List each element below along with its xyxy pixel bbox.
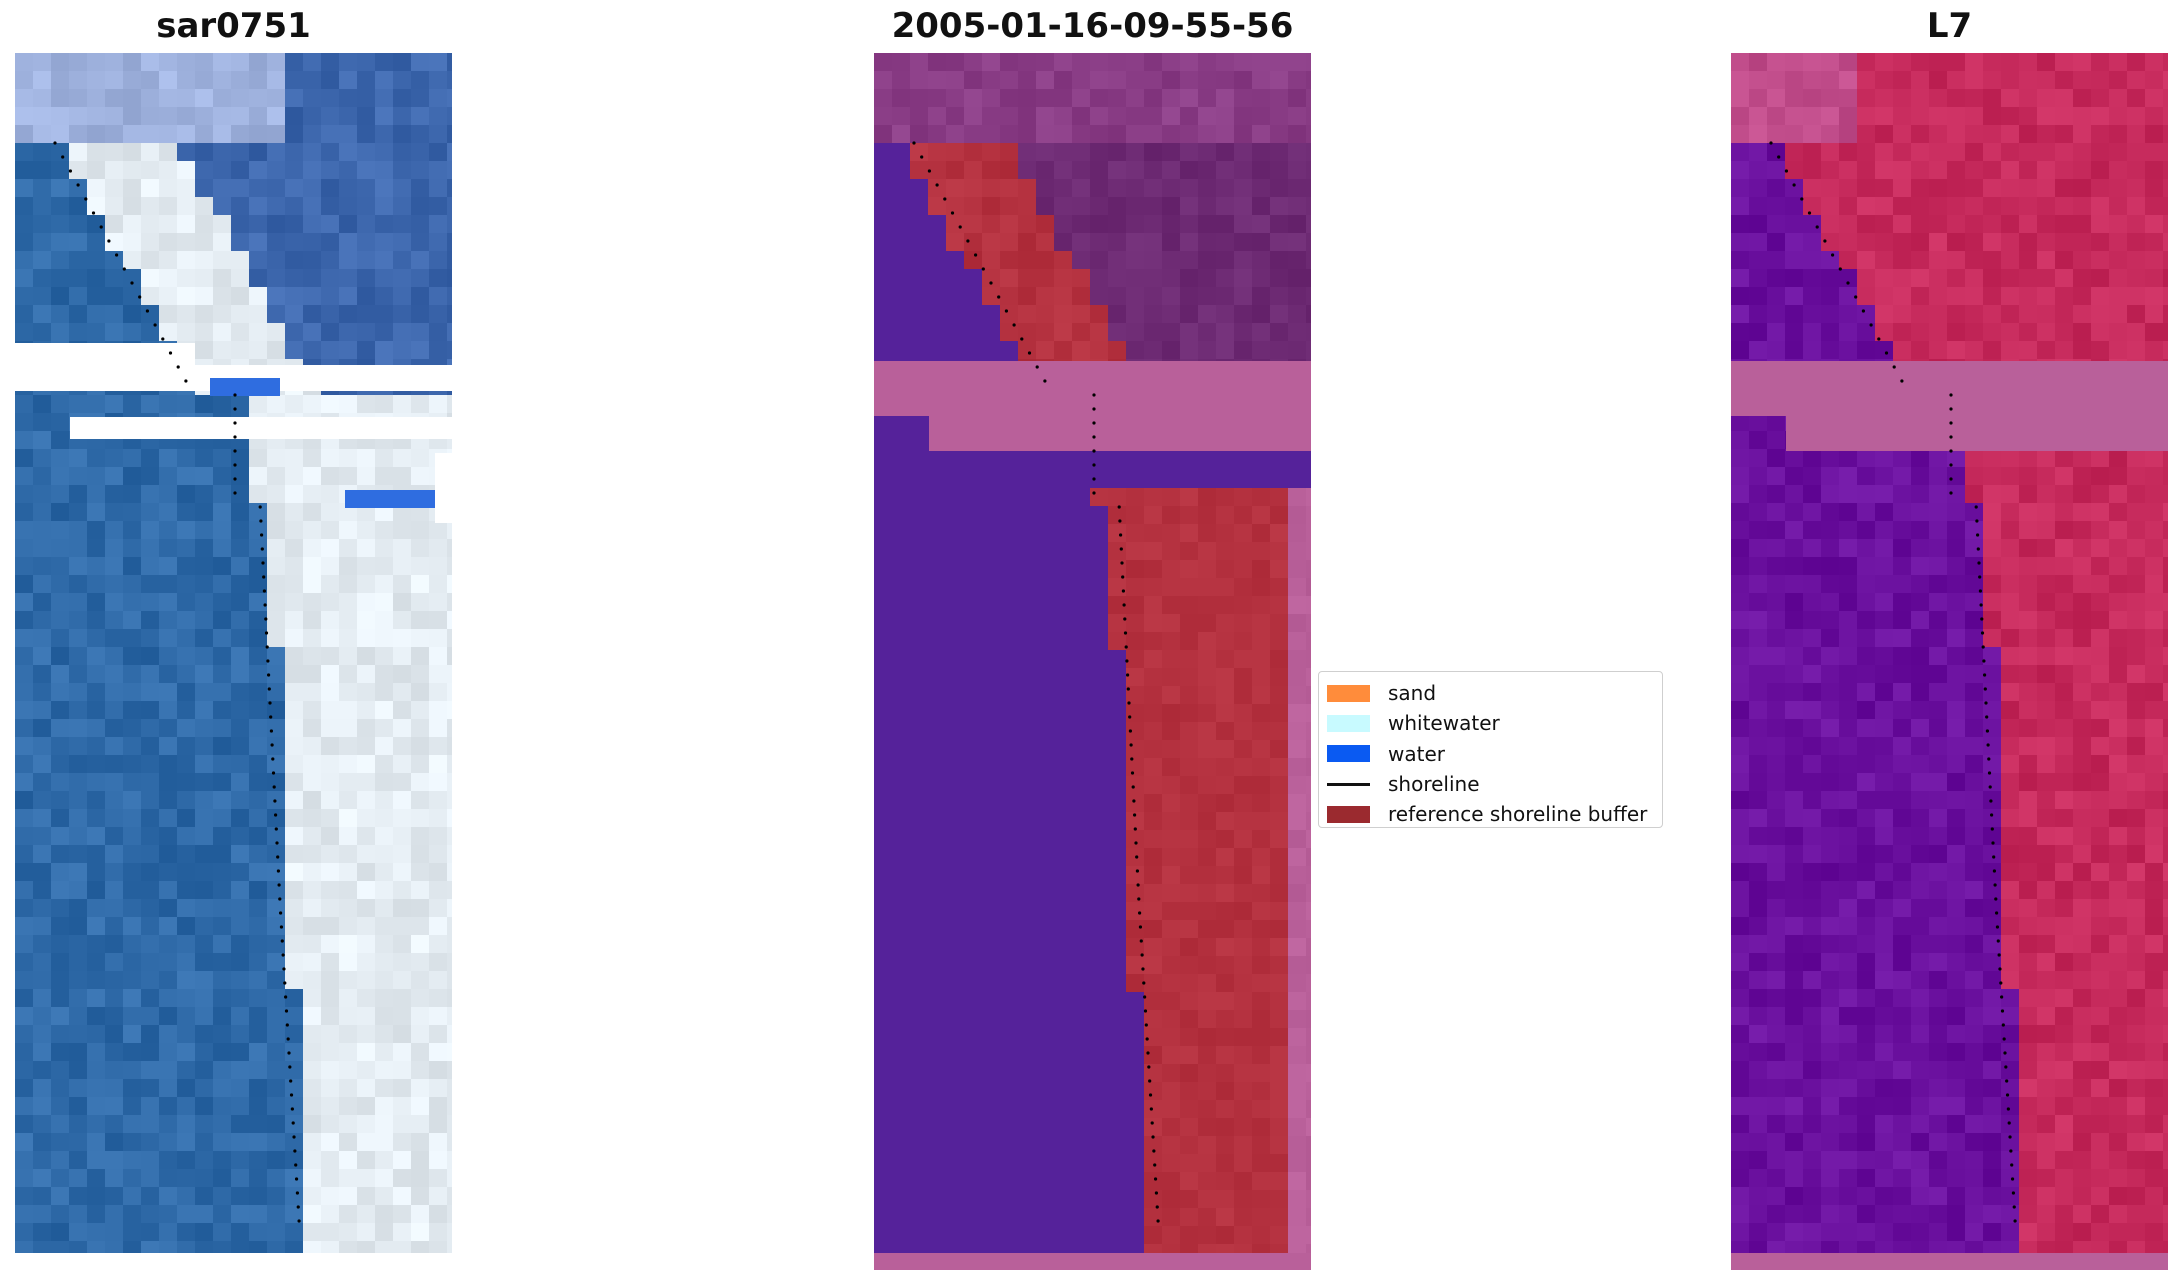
l7-index-panel (1731, 53, 2168, 1270)
legend-item-whitewater: whitewater (1327, 708, 1662, 738)
legend-swatch-sand (1327, 684, 1370, 702)
nodata-band (1731, 361, 2168, 416)
legend-item-shoreline: shoreline (1327, 769, 1662, 799)
legend-label-water: water (1388, 741, 1445, 766)
rgb-image-panel (15, 53, 452, 1253)
panel-title-l7: L7 (1926, 6, 1973, 46)
shoreline-line (912, 141, 1160, 1223)
legend-item-water: water (1327, 739, 1662, 769)
panel-title-rgb: sar0751 (156, 6, 311, 46)
legend: sand whitewater water shoreline referenc… (1318, 671, 1663, 828)
legend-line-shoreline (1327, 782, 1370, 786)
legend-label-reference-buffer: reference shoreline buffer (1388, 802, 1648, 827)
legend-label-sand: sand (1388, 681, 1437, 706)
legend-swatch-water (1327, 745, 1370, 763)
shoreline-line (53, 141, 301, 1223)
legend-swatch-reference-buffer (1327, 805, 1370, 823)
legend-item-reference-buffer: reference shoreline buffer (1327, 799, 1662, 829)
legend-swatch-whitewater (1327, 714, 1370, 732)
shoreline-line (1769, 141, 2017, 1223)
nodata-band (874, 361, 1311, 416)
legend-item-sand: sand (1327, 678, 1662, 708)
panel-title-classification: 2005-01-16-09-55-56 (891, 6, 1294, 46)
legend-label-whitewater: whitewater (1388, 711, 1500, 736)
classification-panel (874, 53, 1311, 1270)
legend-label-shoreline: shoreline (1388, 772, 1480, 797)
